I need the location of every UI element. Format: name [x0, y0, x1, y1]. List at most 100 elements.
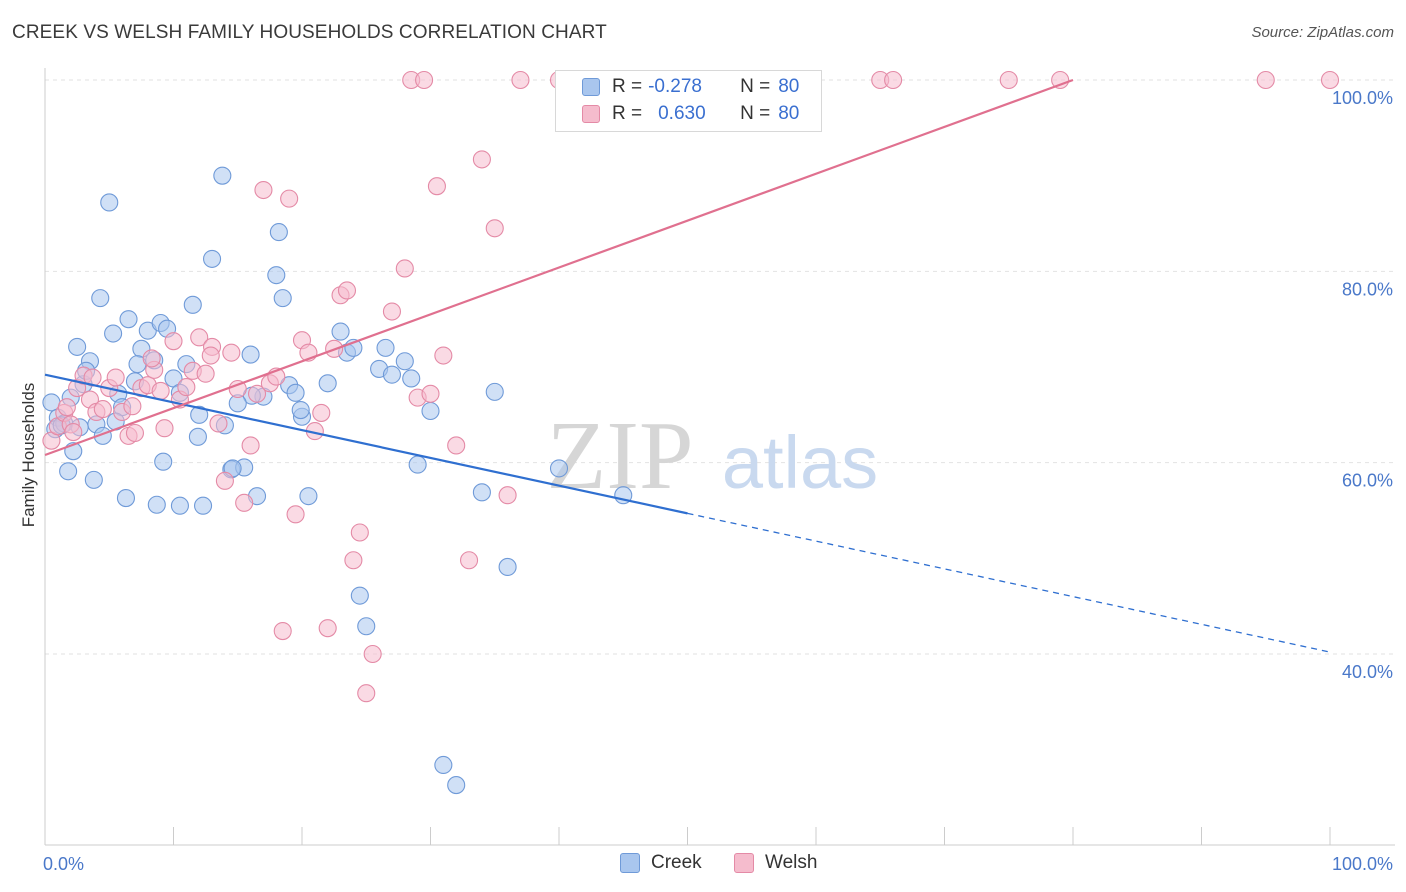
y-axis-label: Family Households	[19, 383, 38, 528]
welsh-point	[142, 349, 161, 368]
welsh-point	[215, 471, 234, 490]
creek-trend-extension	[687, 512, 1331, 653]
welsh-point	[318, 619, 337, 638]
creek-point	[91, 289, 110, 308]
welsh-point	[93, 400, 112, 419]
creek-point	[68, 337, 87, 356]
creek-trend-line	[44, 373, 688, 515]
x-tick-label: 100.0%	[1332, 854, 1393, 874]
legend-r-value: 0.630	[658, 103, 706, 124]
welsh-point	[498, 486, 517, 505]
creek-point	[291, 400, 310, 420]
welsh-point	[280, 189, 299, 208]
creek-point	[331, 322, 350, 341]
creek-point	[269, 223, 288, 242]
y-tick-label: 60.0%	[1342, 471, 1393, 491]
welsh-point	[125, 423, 144, 443]
creek-point	[104, 324, 123, 343]
y-tick-label: 40.0%	[1342, 662, 1393, 682]
creek-point	[357, 617, 376, 636]
bottom-legend-welsh: Welsh	[734, 852, 817, 874]
creek-point	[190, 405, 209, 424]
x-tick-label: 0.0%	[43, 854, 84, 874]
bottom-legend-swatch-welsh	[734, 853, 754, 873]
tick-labels: 40.0% 60.0% 80.0% 100.0% 0.0% 100.0%	[43, 88, 1393, 874]
welsh-trend-line	[44, 78, 1074, 457]
welsh-point	[415, 70, 434, 90]
welsh-point	[1320, 70, 1340, 90]
bottom-legend-label-creek: Creek	[651, 852, 702, 873]
welsh-point	[241, 436, 260, 455]
creek-point	[382, 365, 402, 384]
welsh-point	[273, 621, 292, 641]
welsh-point	[235, 493, 254, 512]
creek-points	[42, 166, 633, 795]
trend-lines	[44, 78, 1331, 653]
creek-point	[299, 487, 318, 506]
welsh-point	[999, 70, 1018, 90]
welsh-points	[42, 70, 1340, 703]
creek-point	[194, 496, 213, 515]
chart-title: CREEK VS WELSH FAMILY HOUSEHOLDS CORRELA…	[12, 22, 607, 43]
welsh-point	[57, 398, 76, 417]
creek-point	[498, 557, 517, 576]
legend-r-label: R =	[612, 103, 643, 124]
y-tick-label: 80.0%	[1342, 279, 1393, 299]
gridlines	[45, 79, 1395, 655]
y-tick-label: 100.0%	[1332, 88, 1393, 108]
welsh-point	[395, 259, 414, 278]
welsh-point	[151, 381, 170, 400]
legend-row-welsh: R = 0.630 N = 80	[582, 101, 799, 127]
welsh-point	[201, 346, 220, 365]
creek-point	[188, 427, 207, 446]
welsh-point	[382, 302, 402, 321]
welsh-point	[228, 379, 247, 399]
creek-point	[84, 470, 103, 489]
welsh-point	[459, 551, 479, 570]
creek-point	[59, 462, 78, 481]
welsh-point	[209, 414, 228, 433]
legend-n-value: 80	[778, 103, 800, 124]
bottom-legend: Creek Welsh	[0, 852, 1406, 878]
welsh-point	[511, 70, 530, 90]
creek-point	[286, 383, 305, 402]
creek-point	[267, 266, 286, 285]
welsh-point	[155, 419, 174, 438]
bottom-legend-label-welsh: Welsh	[765, 852, 818, 873]
creek-point	[203, 249, 222, 268]
welsh-point	[106, 368, 125, 387]
welsh-point	[421, 384, 440, 403]
creek-point	[408, 455, 427, 474]
creek-point	[485, 382, 504, 401]
welsh-point	[485, 219, 504, 238]
welsh-point	[884, 70, 903, 90]
creek-point	[395, 352, 414, 371]
chart-source: Source: ZipAtlas.com	[1251, 24, 1394, 41]
legend-box: R = -0.278 N = 80 R = 0.630 N = 80	[555, 70, 822, 132]
creek-point	[100, 193, 119, 212]
creek-point	[119, 310, 138, 329]
bottom-legend-swatch-creek	[620, 853, 640, 873]
welsh-point	[312, 403, 331, 422]
welsh-point	[164, 332, 183, 351]
welsh-point	[447, 436, 466, 455]
welsh-point	[190, 328, 209, 347]
welsh-point	[254, 180, 273, 200]
creek-point	[350, 586, 369, 605]
welsh-point	[286, 505, 305, 524]
creek-point	[170, 496, 189, 515]
creek-point	[273, 289, 292, 308]
legend-swatch-welsh	[582, 105, 600, 123]
welsh-point	[64, 423, 83, 442]
creek-point	[213, 166, 232, 185]
creek-point	[402, 369, 421, 388]
welsh-point	[427, 177, 446, 196]
creek-point	[376, 338, 395, 357]
welsh-point	[1256, 70, 1275, 90]
creek-point	[154, 452, 173, 471]
legend-r-value: -0.278	[648, 76, 702, 97]
welsh-point	[177, 378, 196, 397]
welsh-point	[363, 644, 382, 664]
bottom-legend-creek: Creek	[620, 852, 702, 874]
